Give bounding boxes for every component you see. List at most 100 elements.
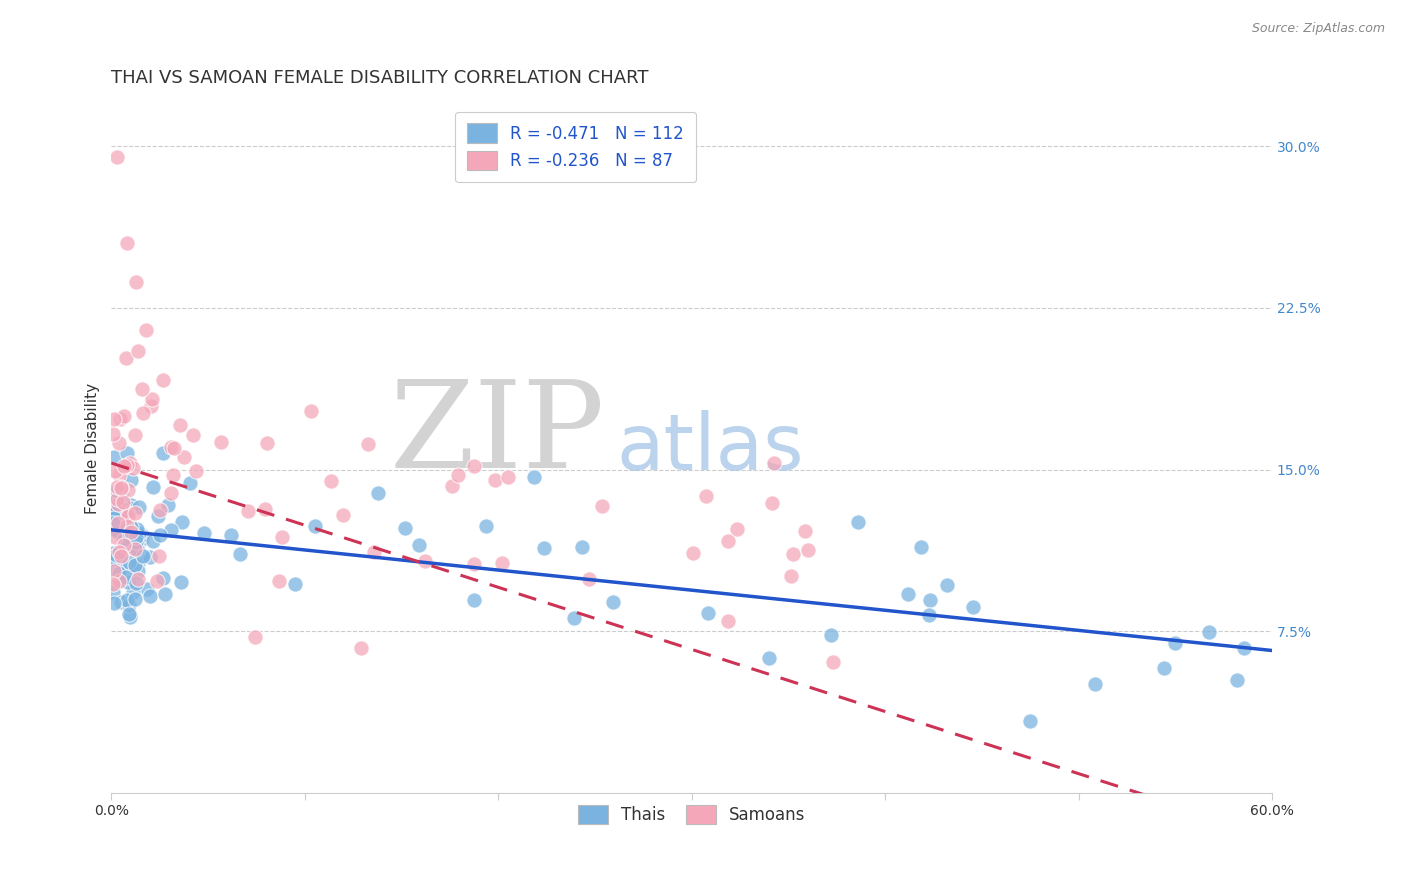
Point bbox=[104, 503, 127, 517]
Point bbox=[127, 572, 149, 586]
Point bbox=[163, 441, 186, 455]
Point bbox=[254, 501, 277, 516]
Point bbox=[821, 655, 844, 669]
Point bbox=[103, 411, 125, 425]
Point bbox=[103, 523, 125, 537]
Point bbox=[304, 519, 326, 533]
Point bbox=[127, 542, 149, 557]
Point bbox=[695, 490, 717, 504]
Point bbox=[110, 482, 132, 496]
Point bbox=[120, 473, 142, 487]
Point bbox=[121, 498, 143, 512]
Point bbox=[118, 500, 141, 515]
Point bbox=[897, 587, 920, 601]
Point bbox=[440, 479, 463, 493]
Point bbox=[138, 549, 160, 564]
Point bbox=[159, 524, 181, 538]
Point bbox=[103, 506, 125, 520]
Point bbox=[1084, 677, 1107, 691]
Point bbox=[112, 409, 135, 423]
Point bbox=[578, 572, 600, 586]
Point bbox=[169, 575, 191, 590]
Point bbox=[243, 631, 266, 645]
Point bbox=[152, 373, 174, 387]
Point bbox=[179, 475, 201, 490]
Point bbox=[271, 530, 294, 544]
Point bbox=[463, 458, 485, 473]
Point bbox=[463, 558, 485, 572]
Point bbox=[118, 598, 141, 612]
Point bbox=[172, 515, 194, 529]
Point bbox=[229, 547, 252, 561]
Point bbox=[114, 519, 136, 533]
Point bbox=[146, 574, 169, 589]
Point bbox=[111, 559, 134, 574]
Point bbox=[103, 564, 125, 578]
Point bbox=[103, 585, 125, 599]
Point bbox=[533, 541, 555, 555]
Point bbox=[112, 502, 135, 516]
Point bbox=[118, 456, 141, 470]
Point bbox=[120, 520, 142, 534]
Point bbox=[1226, 673, 1249, 688]
Point bbox=[1019, 714, 1042, 729]
Point bbox=[103, 506, 125, 520]
Point bbox=[127, 564, 149, 578]
Point bbox=[184, 465, 207, 479]
Point bbox=[782, 547, 804, 561]
Point bbox=[350, 640, 373, 655]
Point bbox=[936, 577, 959, 591]
Point bbox=[103, 450, 125, 464]
Point bbox=[128, 500, 150, 515]
Point bbox=[221, 527, 243, 541]
Point bbox=[173, 450, 195, 465]
Point bbox=[108, 508, 131, 522]
Point bbox=[602, 594, 624, 608]
Point bbox=[103, 547, 125, 561]
Point bbox=[523, 470, 546, 484]
Point bbox=[491, 556, 513, 570]
Point bbox=[142, 480, 165, 494]
Point bbox=[793, 524, 815, 538]
Point bbox=[124, 542, 146, 557]
Point bbox=[181, 428, 204, 442]
Point bbox=[115, 519, 138, 533]
Y-axis label: Female Disability: Female Disability bbox=[86, 383, 100, 514]
Point bbox=[129, 549, 152, 563]
Point bbox=[124, 506, 146, 520]
Point bbox=[103, 530, 125, 544]
Point bbox=[115, 458, 138, 473]
Point bbox=[571, 540, 593, 554]
Point bbox=[149, 503, 172, 517]
Point bbox=[284, 576, 307, 591]
Point bbox=[591, 499, 613, 513]
Point bbox=[108, 548, 131, 562]
Point bbox=[408, 538, 430, 552]
Point bbox=[110, 566, 132, 580]
Point bbox=[105, 507, 128, 521]
Point bbox=[152, 571, 174, 585]
Point bbox=[108, 574, 131, 588]
Point bbox=[114, 351, 136, 365]
Point bbox=[1153, 660, 1175, 674]
Point bbox=[125, 275, 148, 289]
Point bbox=[131, 528, 153, 542]
Point bbox=[107, 467, 129, 482]
Point bbox=[105, 491, 128, 506]
Point bbox=[1164, 636, 1187, 650]
Point bbox=[111, 494, 134, 508]
Point bbox=[779, 569, 801, 583]
Point bbox=[463, 592, 485, 607]
Point bbox=[301, 404, 323, 418]
Point bbox=[152, 446, 174, 460]
Point bbox=[193, 526, 215, 541]
Point bbox=[103, 511, 125, 525]
Point bbox=[118, 607, 141, 621]
Point bbox=[103, 563, 125, 577]
Point bbox=[132, 406, 155, 420]
Point bbox=[139, 399, 162, 413]
Point bbox=[717, 534, 740, 549]
Point bbox=[125, 535, 148, 549]
Point bbox=[758, 651, 780, 665]
Point bbox=[117, 508, 139, 523]
